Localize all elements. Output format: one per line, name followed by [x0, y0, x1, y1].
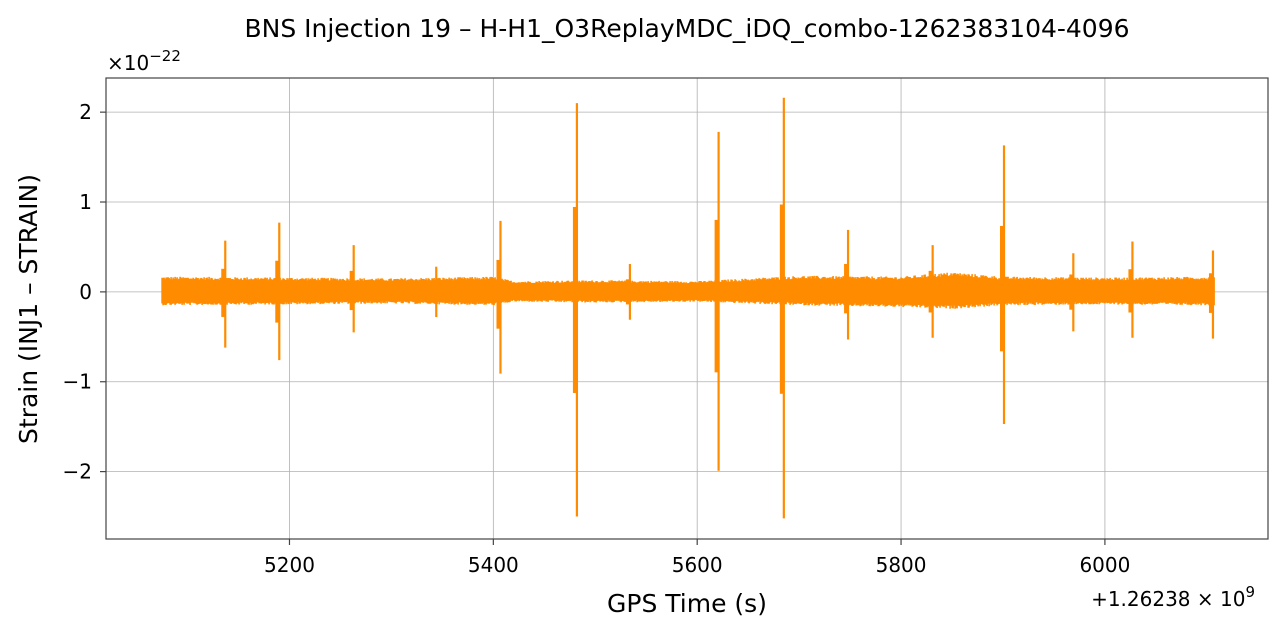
x-axis-offset: +1.26238 × 109 — [1091, 583, 1255, 611]
spike-envelope — [1069, 274, 1074, 310]
x-tick-label: 5800 — [876, 553, 927, 577]
y-axis-multiplier: ×10−22 — [107, 47, 181, 75]
grid-lines — [106, 78, 1268, 539]
x-axis-ticks: 5200 5400 5600 5800 6000 — [264, 539, 1130, 577]
x-tick-label: 6000 — [1079, 553, 1130, 577]
y-axis-ticks: 2 1 0 −1 −2 — [63, 100, 106, 484]
spike-envelope — [714, 219, 719, 373]
spike-envelope — [1128, 269, 1133, 313]
spike-envelope — [496, 259, 501, 329]
spike-envelope — [275, 260, 280, 323]
spike-envelope — [349, 270, 354, 311]
y-axis-label: Strain (INJ1 – STRAIN) — [14, 174, 43, 444]
spike-envelope — [625, 279, 630, 305]
x-tick-label: 5600 — [672, 553, 723, 577]
y-multiplier-text: ×10−22 — [107, 47, 181, 75]
y-tick-label: 0 — [79, 280, 92, 304]
y-tick-label: −2 — [63, 460, 92, 484]
plot-area — [161, 97, 1215, 519]
spike-envelope — [432, 280, 437, 304]
chart-title: BNS Injection 19 – H-H1_O3ReplayMDC_iDQ_… — [244, 14, 1129, 43]
spike-envelope — [572, 206, 577, 393]
x-tick-label: 5400 — [468, 553, 519, 577]
spike-envelope — [1208, 273, 1213, 313]
spike-envelope — [779, 204, 784, 394]
x-axis-label: GPS Time (s) — [607, 589, 767, 618]
spike-envelope — [844, 263, 849, 314]
y-tick-label: 1 — [79, 190, 92, 214]
noise-band — [161, 272, 1215, 309]
y-tick-label: 2 — [79, 100, 92, 124]
axes-frame — [105, 77, 1269, 540]
x-tick-label: 5200 — [264, 553, 315, 577]
spike-envelope — [1000, 225, 1005, 352]
x-offset-text: +1.26238 × 109 — [1091, 583, 1255, 611]
y-tick-label: −1 — [63, 370, 92, 394]
spike-envelope — [928, 270, 933, 313]
spike-envelope — [221, 268, 226, 317]
series-strain — [161, 97, 1215, 519]
